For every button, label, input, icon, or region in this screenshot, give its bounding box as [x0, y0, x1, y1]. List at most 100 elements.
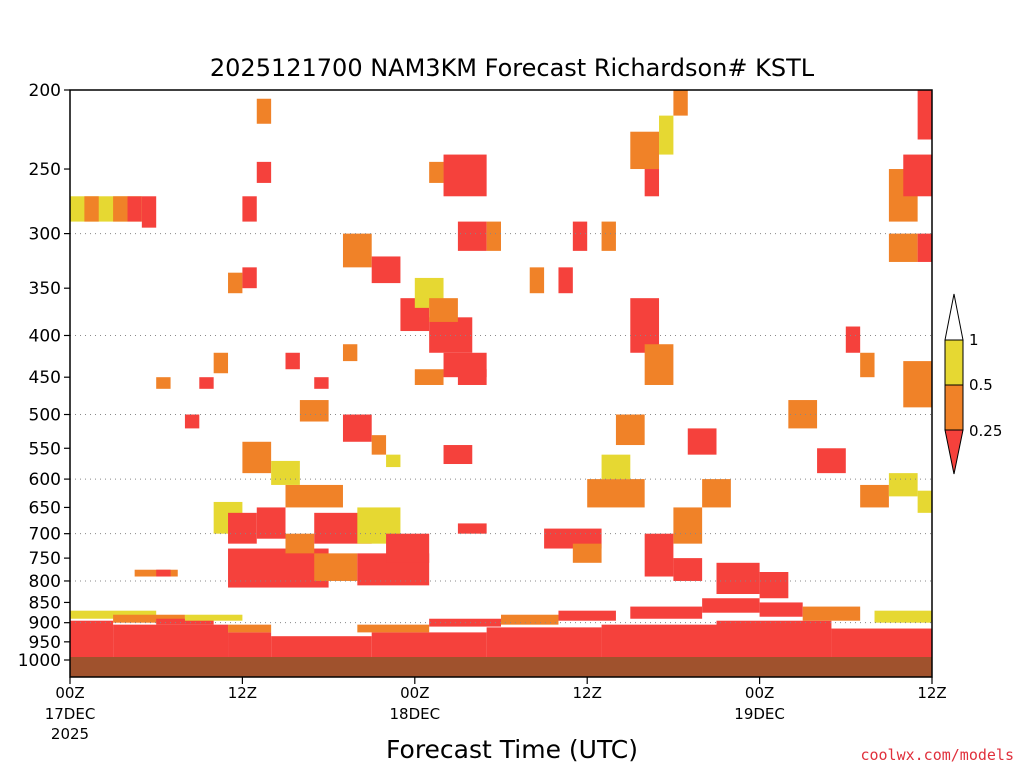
ri-cell — [242, 267, 257, 289]
y-tick-label: 550 — [29, 439, 61, 459]
ri-cell — [759, 572, 789, 599]
ri-cell — [113, 624, 229, 660]
ri-cell — [501, 614, 559, 625]
ri-cell — [572, 543, 602, 563]
y-tick-label: 700 — [29, 525, 61, 545]
ground-layer — [70, 657, 932, 677]
x-tick-year: 2025 — [51, 725, 89, 743]
ri-cell — [457, 523, 487, 534]
ri-cell — [659, 115, 674, 155]
ri-cell — [429, 161, 444, 183]
ri-cell — [572, 221, 588, 251]
ri-cell — [601, 624, 717, 660]
ri-cell — [903, 154, 932, 197]
ri-cell — [228, 624, 272, 633]
ri-cell — [702, 479, 731, 508]
legend-label: 0.25 — [969, 422, 1002, 440]
ri-cell — [357, 624, 430, 633]
ri-cell — [443, 154, 487, 197]
credit-text: coolwx.com/models — [860, 746, 1014, 764]
ri-cell — [860, 352, 875, 378]
chart-title: 2025121700 NAM3KM Forecast Richardson# K… — [210, 54, 815, 82]
ri-cell — [903, 361, 932, 408]
ri-cell — [256, 98, 272, 124]
ri-cell — [486, 627, 602, 660]
y-tick-label: 300 — [29, 225, 61, 245]
x-tick-date: 18DEC — [390, 705, 441, 723]
ri-cell — [601, 454, 631, 480]
ri-cell — [702, 598, 760, 613]
ri-cell — [802, 606, 861, 621]
ri-cell — [70, 620, 114, 660]
ri-cell — [888, 233, 918, 262]
ri-cell — [486, 221, 501, 251]
x-tick-date: 17DEC — [45, 705, 96, 723]
ri-cell — [587, 479, 645, 508]
ri-cell — [271, 636, 372, 660]
ri-cell — [199, 377, 214, 389]
y-tick-label: 650 — [29, 498, 61, 518]
ri-cell — [917, 233, 932, 262]
ri-cell — [615, 414, 645, 446]
x-tick-label: 12Z — [917, 684, 946, 702]
ri-cell — [70, 610, 157, 619]
ri-cell — [917, 490, 932, 513]
ri-cell — [845, 326, 861, 353]
x-tick-label: 00Z — [55, 684, 84, 702]
ri-cell — [874, 610, 932, 623]
ri-cell — [113, 196, 128, 222]
ri-cell — [759, 602, 803, 617]
ri-cell — [314, 377, 329, 389]
ri-cell — [716, 562, 760, 595]
legend-bin-orange — [944, 384, 964, 431]
ri-cell — [113, 614, 185, 623]
ri-cell — [386, 454, 401, 468]
ri-cell — [630, 298, 660, 353]
ri-cell — [888, 473, 918, 497]
x-tick-date: 19DEC — [734, 705, 785, 723]
ri-cell — [673, 90, 688, 116]
ri-cell — [558, 267, 573, 294]
ri-cell — [386, 533, 430, 563]
ri-cell — [630, 606, 703, 619]
ri-cell — [127, 196, 142, 222]
ri-cell — [184, 414, 200, 429]
y-tick-label: 900 — [29, 614, 61, 634]
ri-cell — [716, 620, 832, 660]
y-tick-label: 200 — [29, 81, 61, 101]
y-tick-label: 350 — [29, 279, 61, 299]
ri-cell — [831, 628, 932, 660]
plot-frame — [69, 89, 933, 678]
ri-cell — [242, 196, 257, 222]
ri-cell — [529, 267, 545, 294]
ri-cell — [644, 533, 674, 577]
ri-cell — [228, 512, 257, 544]
ri-cell — [544, 528, 602, 549]
ri-cell — [342, 414, 372, 442]
ri-cell — [156, 377, 171, 389]
ri-cell — [285, 533, 315, 554]
y-tick-label: 500 — [29, 406, 61, 426]
x-axis-ticks: 00Z 17DEC 2025 12Z 00Z 18DEC 12Z 00Z 19DEC 12Z — [45, 677, 947, 743]
ri-cell — [371, 435, 387, 455]
ri-cell — [443, 445, 473, 465]
heatmap-cells — [70, 90, 932, 660]
ri-cell — [228, 632, 272, 660]
ri-cell — [213, 352, 229, 374]
x-tick-label: 12Z — [228, 684, 257, 702]
ri-cell — [414, 369, 444, 385]
y-tick-label: 850 — [29, 593, 61, 613]
y-tick-label: 600 — [29, 470, 61, 490]
legend-label: 0.5 — [969, 376, 993, 394]
ri-cell — [817, 448, 846, 474]
legend-bin-top — [944, 293, 964, 341]
ri-cell — [429, 298, 458, 322]
ri-cell — [644, 344, 674, 385]
ri-cell — [457, 369, 487, 385]
ri-cell — [184, 614, 243, 621]
ri-cell — [673, 507, 703, 544]
y-tick-label: 250 — [29, 160, 61, 180]
ri-cell — [141, 196, 157, 228]
colorbar-legend: 1 0.5 0.25 — [944, 293, 1002, 475]
